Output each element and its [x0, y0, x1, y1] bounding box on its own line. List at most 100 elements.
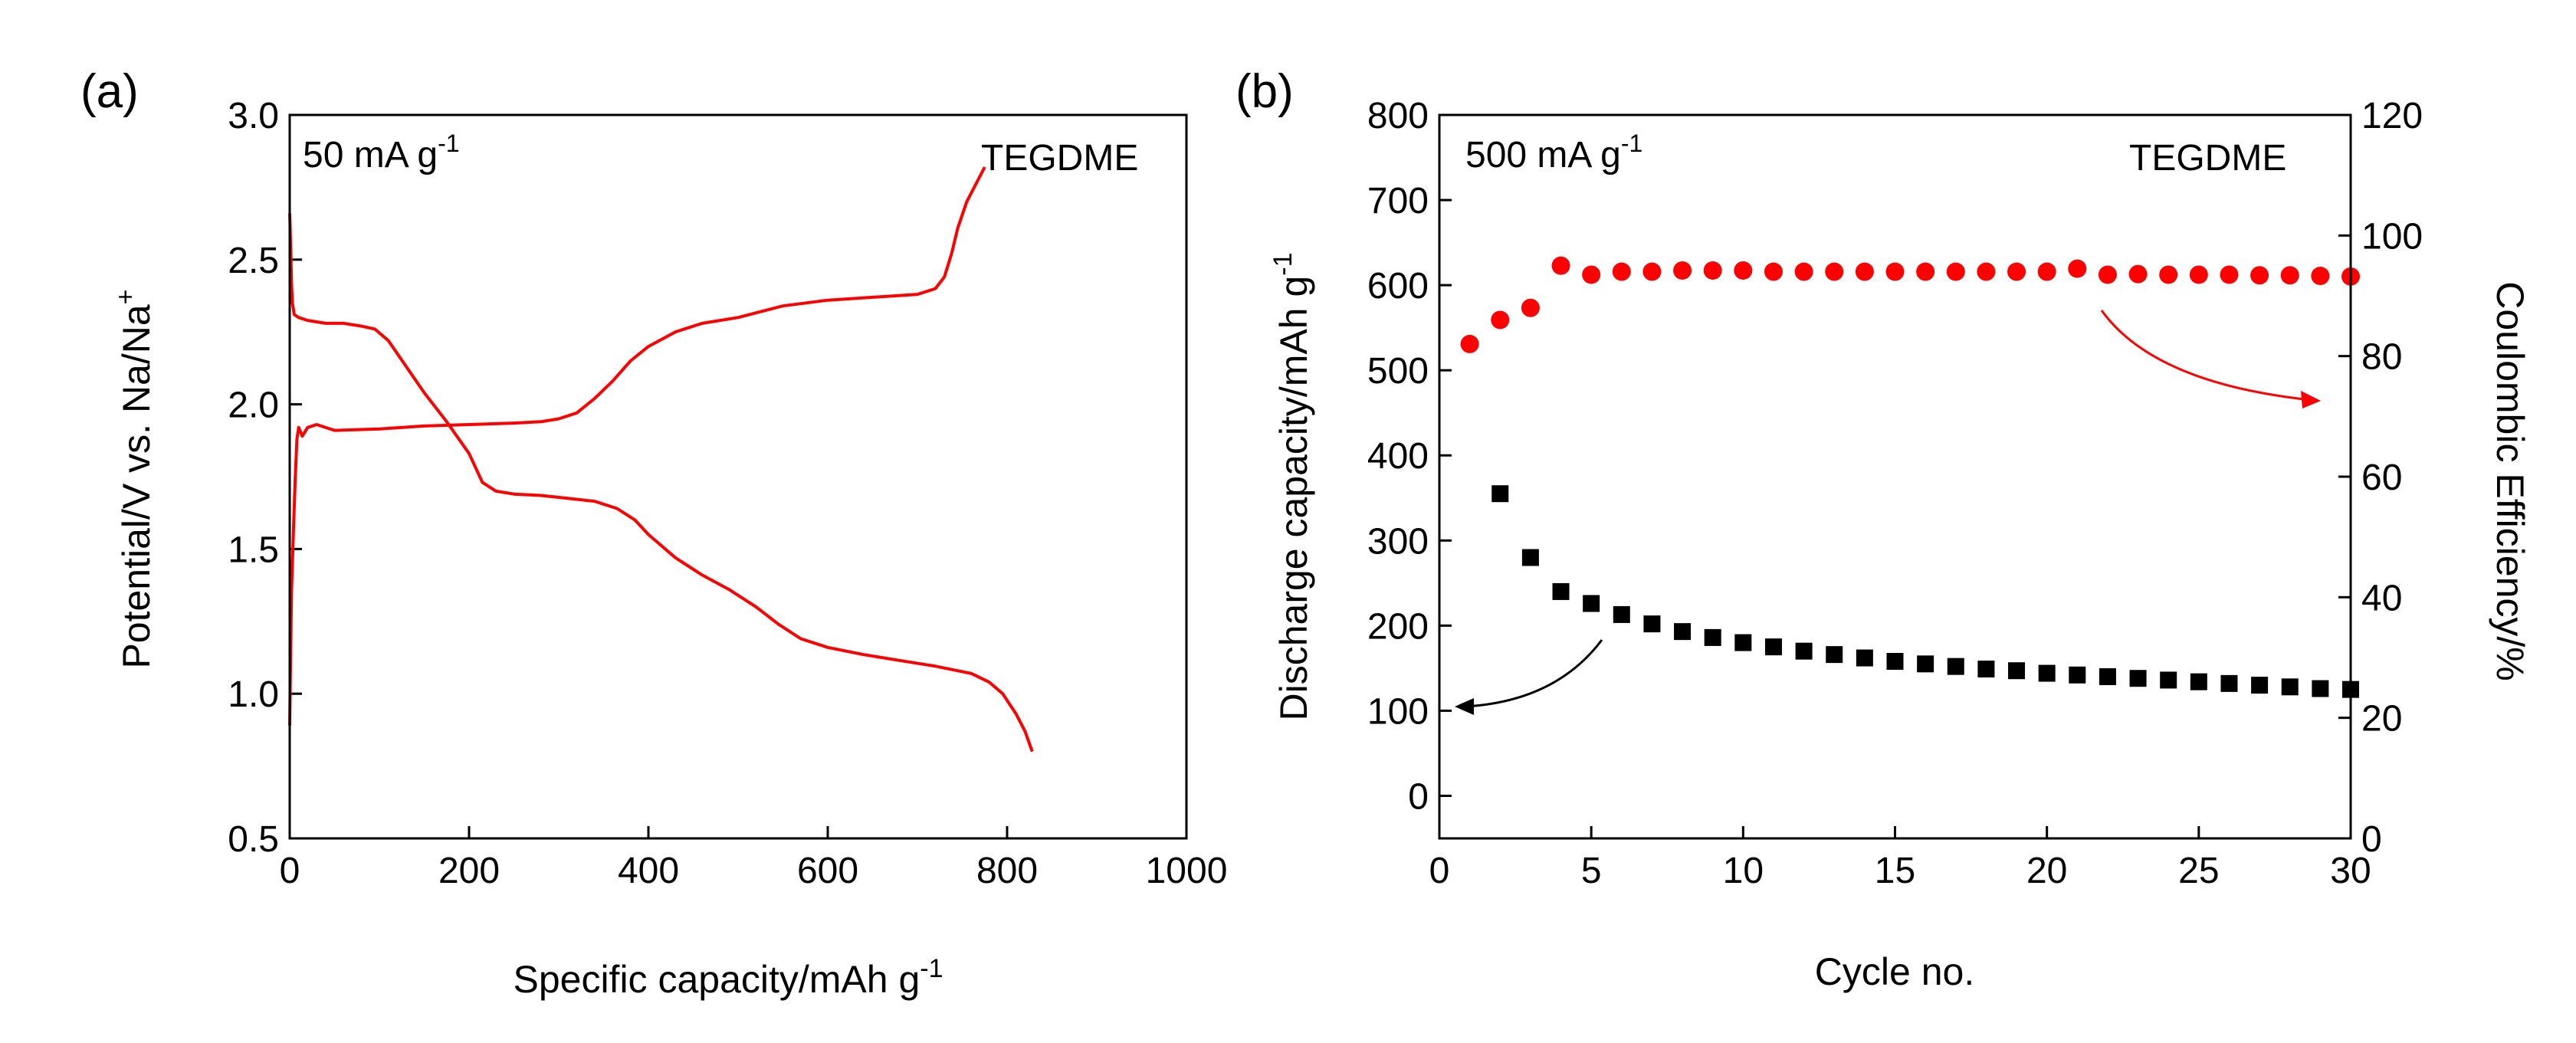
chart-a-x-tick-label: 800: [976, 851, 1038, 891]
chart-a-electrolyte-annotation: TEGDME: [981, 138, 1138, 179]
chart-b-left-tick-label: 300: [1367, 521, 1429, 562]
chart-b-x-tick-label: 0: [1429, 851, 1450, 891]
capacity-point: [1977, 660, 1995, 677]
capacity-point: [2160, 671, 2177, 689]
chart-b-red-arrowhead: [2301, 391, 2321, 408]
efficiency-point: [2280, 266, 2299, 285]
efficiency-point: [1734, 261, 1753, 280]
chart-b-rate-sup: -1: [1621, 130, 1642, 157]
capacity-point: [1795, 642, 1813, 660]
chart-a: 0 200 400 600 800 1000 0.5 1.0 1.5 2.0 2.5 3.0 50 m…: [111, 96, 1227, 1001]
chart-b-x-tick-label: 10: [1723, 851, 1764, 891]
chart-b-right-tick-label: 100: [2361, 216, 2423, 257]
efficiency-point: [1612, 262, 1631, 281]
efficiency-point: [2189, 265, 2208, 284]
capacity-point: [2129, 670, 2147, 687]
capacity-point: [1491, 485, 1509, 503]
efficiency-point: [2220, 265, 2239, 284]
efficiency-point: [1673, 261, 1692, 280]
chart-a-y-axis-title-text: Potential/V vs. Na/Na: [115, 304, 158, 668]
efficiency-point: [1551, 256, 1570, 275]
efficiency-point: [1491, 310, 1510, 330]
chart-a-x-tick-label: 600: [797, 851, 858, 891]
chart-a-plot-area: [288, 166, 1034, 753]
capacity-point: [1917, 655, 1934, 673]
chart-b-ticks: 0 5 10 15 20 25 300100200300400500600700800020…: [1367, 96, 2423, 891]
capacity-point: [1583, 595, 1600, 612]
chart-a-y-tick-label: 0.5: [228, 819, 279, 860]
chart-a-rate-text: 50 mA g: [303, 135, 438, 175]
capacity-point: [2220, 674, 2238, 692]
chart-b-left-tick-label: 400: [1367, 436, 1429, 477]
efficiency-point: [2068, 259, 2087, 278]
chart-a-y-tick-label: 2.5: [228, 241, 279, 281]
chart-a-x-axis-title-sup: -1: [920, 954, 943, 983]
chart-a-y-tick-label: 1.0: [228, 674, 279, 715]
chart-b-left-tick-label: 500: [1367, 351, 1429, 392]
chart-b-rate-text: 500 mA g: [1465, 135, 1621, 175]
capacity-point: [1947, 658, 1964, 675]
efficiency-point: [2098, 265, 2117, 284]
chart-b-right-tick-label: 60: [2361, 458, 2402, 498]
chart-a-x-axis-title: Specific capacity/mAh g-1: [513, 954, 943, 1001]
chart-b-left-axis-title-sup: -1: [1268, 252, 1298, 275]
chart-a-discharge-curve: [288, 213, 1034, 753]
chart-a-x-tick-label: 200: [438, 851, 500, 891]
chart-b-right-axis-title: Coulombic Efficiency/%: [2489, 281, 2532, 681]
efficiency-point: [1794, 262, 1813, 281]
chart-a-x-axis-title-text: Specific capacity/mAh g: [513, 958, 920, 1001]
capacity-point: [2038, 664, 2056, 682]
chart-b-left-tick-label: 100: [1367, 691, 1429, 732]
chart-b-left-tick-label: 600: [1367, 266, 1429, 307]
chart-b-x-tick-label: 15: [1875, 851, 1915, 891]
chart-b-right-tick-label: 80: [2361, 337, 2402, 378]
capacity-point: [1826, 646, 1843, 664]
efficiency-point: [1460, 334, 1479, 353]
chart-a-y-tick-label: 1.5: [228, 530, 279, 570]
capacity-point: [1764, 638, 1782, 656]
capacity-point: [1552, 582, 1570, 600]
efficiency-point: [1582, 265, 1601, 284]
chart-a-rate-sup: -1: [438, 130, 459, 157]
panel-label-b: (b): [1235, 65, 1294, 118]
chart-b-red-arrow: [2100, 310, 2312, 402]
capacity-point: [1886, 652, 1904, 670]
capacity-point: [1674, 623, 1692, 641]
chart-b-rate-annotation: 500 mA g-1: [1465, 130, 1642, 175]
chart-a-x-tick-label: 1000: [1146, 851, 1228, 891]
efficiency-point: [1642, 262, 1662, 281]
efficiency-point: [1825, 262, 1844, 281]
efficiency-point: [1916, 262, 1935, 281]
chart-b-right-tick-label: 20: [2361, 699, 2402, 740]
chart-a-y-axis-title: Potential/V vs. Na/Na+: [111, 289, 158, 668]
chart-b-x-tick-label: 20: [2026, 851, 2067, 891]
chart-b-left-axis-title: Discharge capacity/mAh g-1: [1268, 252, 1315, 720]
panel-label-a: (a): [80, 65, 139, 118]
chart-b-left-axis-title-text: Discharge capacity/mAh g: [1272, 276, 1315, 721]
capacity-point: [1856, 649, 1873, 667]
capacity-point: [1643, 615, 1661, 633]
capacity-point: [1613, 605, 1630, 623]
chart-b-x-tick-label: 5: [1581, 851, 1602, 891]
efficiency-point: [2159, 265, 2178, 284]
chart-a-y-tick-label: 3.0: [228, 96, 279, 136]
chart-b-right-tick-label: 40: [2361, 578, 2402, 618]
capacity-point: [2190, 673, 2207, 690]
chart-a-y-axis-title-sup: +: [111, 289, 140, 304]
chart-b-electrolyte-annotation: TEGDME: [2129, 138, 2286, 179]
capacity-point: [1704, 628, 1721, 646]
efficiency-point: [2037, 262, 2056, 281]
chart-b-left-tick-label: 0: [1408, 776, 1429, 817]
capacity-point: [2099, 667, 2116, 685]
chart-a-ticks: 0 200 400 600 800 1000 0.5 1.0 1.5 2.0 2.5 3.0: [228, 96, 1227, 891]
capacity-point: [2312, 680, 2329, 697]
efficiency-point: [1521, 298, 1540, 317]
efficiency-point: [1764, 262, 1783, 281]
capacity-point: [2069, 666, 2086, 684]
capacity-point: [2251, 677, 2269, 694]
chart-b-x-axis-title: Cycle no.: [1815, 950, 1974, 993]
capacity-point: [2008, 662, 2026, 680]
chart-a-x-tick-label: 400: [618, 851, 679, 891]
capacity-point: [1734, 634, 1752, 651]
chart-b-frame: [1438, 113, 2352, 840]
